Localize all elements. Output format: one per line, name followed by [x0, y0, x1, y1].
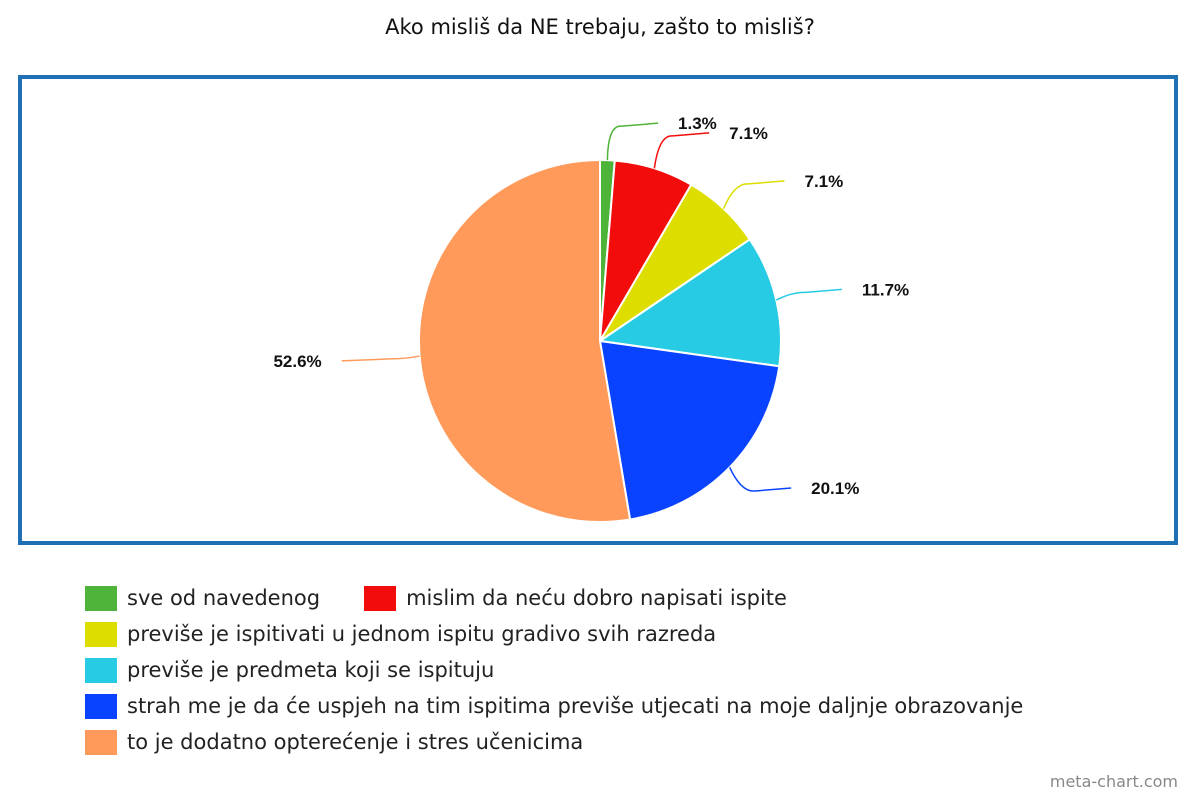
data-label-mislim-da-necu: 7.1%	[729, 124, 768, 143]
legend-row: strah me je da će uspjeh na tim ispitima…	[85, 688, 1175, 724]
data-label-previse-gradivo: 7.1%	[805, 172, 844, 191]
legend-swatch	[85, 585, 117, 611]
legend: sve od navedenog mislim da neću dobro na…	[85, 580, 1175, 760]
legend-label: previše je predmeta koji se ispituju	[127, 658, 495, 682]
legend-label: strah me je da će uspjeh na tim ispitima…	[127, 694, 1024, 718]
leader-line-opterecenje	[341, 355, 420, 362]
slice-strah[interactable]	[598, 339, 781, 521]
data-label-sve-od-navedenog: 1.3%	[678, 114, 717, 133]
legend-label: mislim da neću dobro napisati ispite	[406, 586, 787, 610]
legend-row: previše je predmeta koji se ispituju	[85, 652, 1175, 688]
legend-swatch	[364, 585, 397, 611]
legend-item-1[interactable]: mislim da neću dobro napisati ispite	[364, 585, 787, 611]
legend-swatch	[85, 729, 117, 755]
legend-item-0[interactable]: sve od navedenog	[85, 585, 321, 611]
legend-swatch	[85, 693, 117, 719]
leader-line-strah	[729, 466, 792, 492]
leader-line-sve-od-navedenog	[606, 122, 659, 161]
legend-item-5[interactable]: to je dodatno opterećenje i stres učenic…	[85, 729, 584, 755]
legend-label: to je dodatno opterećenje i stres učenic…	[127, 730, 584, 754]
legend-swatch	[85, 657, 117, 683]
legend-label: sve od navedenog	[127, 586, 321, 610]
data-label-previse-predmeta: 11.7%	[862, 280, 909, 299]
slice-opterecenje[interactable]	[418, 158, 632, 523]
watermark: meta-chart.com	[1049, 772, 1178, 791]
legend-row: sve od navedenog mislim da neću dobro na…	[85, 580, 1175, 616]
legend-row: previše je ispitivati u jednom ispitu gr…	[85, 616, 1175, 652]
leader-line-mislim-da-necu	[653, 132, 710, 169]
leader-line-previse-predmeta	[775, 288, 842, 301]
legend-item-3[interactable]: previše je predmeta koji se ispituju	[85, 657, 495, 683]
legend-item-2[interactable]: previše je ispitivati u jednom ispitu gr…	[85, 621, 717, 647]
legend-row: to je dodatno opterećenje i stres učenic…	[85, 724, 1175, 760]
data-label-strah: 20.1%	[811, 479, 859, 498]
legend-item-4[interactable]: strah me je da će uspjeh na tim ispitima…	[85, 693, 1024, 719]
chart-title: Ako misliš da NE trebaju, zašto to misli…	[385, 15, 815, 39]
data-label-opterecenje: 52.6%	[273, 352, 321, 371]
legend-label: previše je ispitivati u jednom ispitu gr…	[127, 622, 717, 646]
legend-swatch	[85, 621, 117, 647]
leader-line-previse-gradivo	[722, 180, 785, 210]
